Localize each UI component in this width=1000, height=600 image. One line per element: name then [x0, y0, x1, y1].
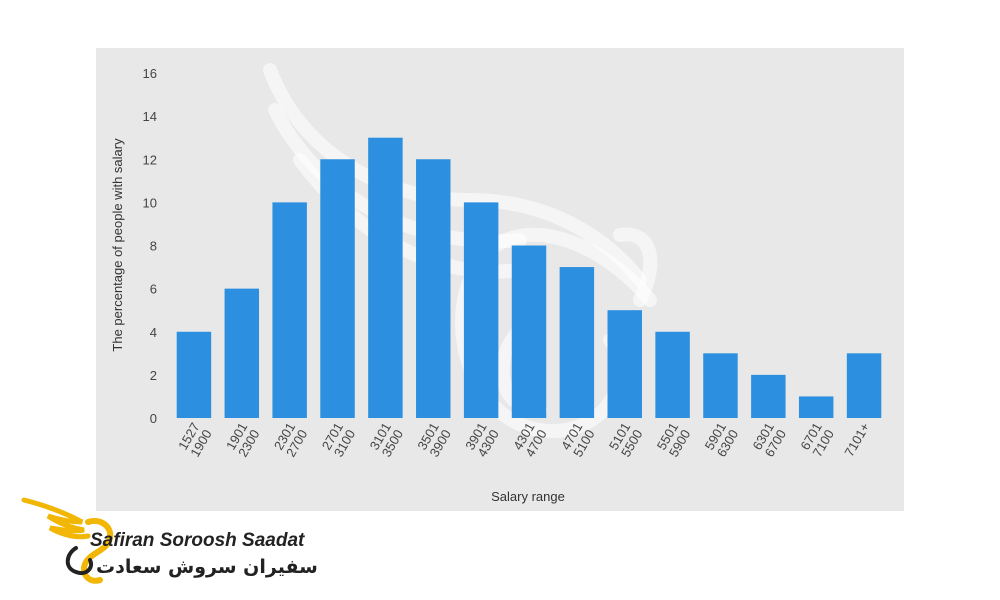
bar: [751, 374, 786, 418]
y-tick-label: 16: [143, 66, 157, 81]
y-tick-label: 6: [150, 282, 157, 297]
chart-panel: [96, 48, 904, 511]
x-axis-label: Salary range: [491, 489, 565, 504]
y-tick-label: 8: [150, 239, 157, 254]
y-tick-label: 4: [150, 325, 157, 340]
bar: [559, 267, 595, 418]
y-tick-label: 2: [150, 368, 157, 383]
y-axis: The percentage of people with salary 0 2 4…: [110, 66, 157, 426]
bar: [798, 396, 834, 418]
y-tick-label: 12: [143, 152, 157, 167]
bar: [416, 159, 451, 418]
bar: [463, 202, 499, 418]
y-axis-label: The percentage of people with salary: [110, 138, 125, 352]
bar: [176, 331, 212, 418]
brand-name-english: Safiran Soroosh Saadat: [90, 530, 305, 551]
bar: [607, 310, 642, 418]
bar: [368, 137, 403, 418]
y-tick-label: 0: [150, 411, 157, 426]
y-tick-label: 10: [143, 195, 157, 210]
bar: [846, 353, 882, 418]
bar: [272, 202, 307, 418]
bar: [511, 245, 547, 418]
bar: [655, 331, 690, 418]
bars: [176, 137, 882, 418]
x-tick-label-line: 7101+: [841, 420, 872, 459]
brand-logo-icon: [21, 497, 114, 584]
bar: [703, 353, 738, 418]
bar: [320, 159, 355, 418]
x-tick-label: 7101+: [841, 420, 872, 459]
bar: [224, 288, 260, 418]
y-tick-label: 14: [143, 109, 157, 124]
brand-name-persian: سفیران سروش سعادت: [96, 556, 318, 578]
